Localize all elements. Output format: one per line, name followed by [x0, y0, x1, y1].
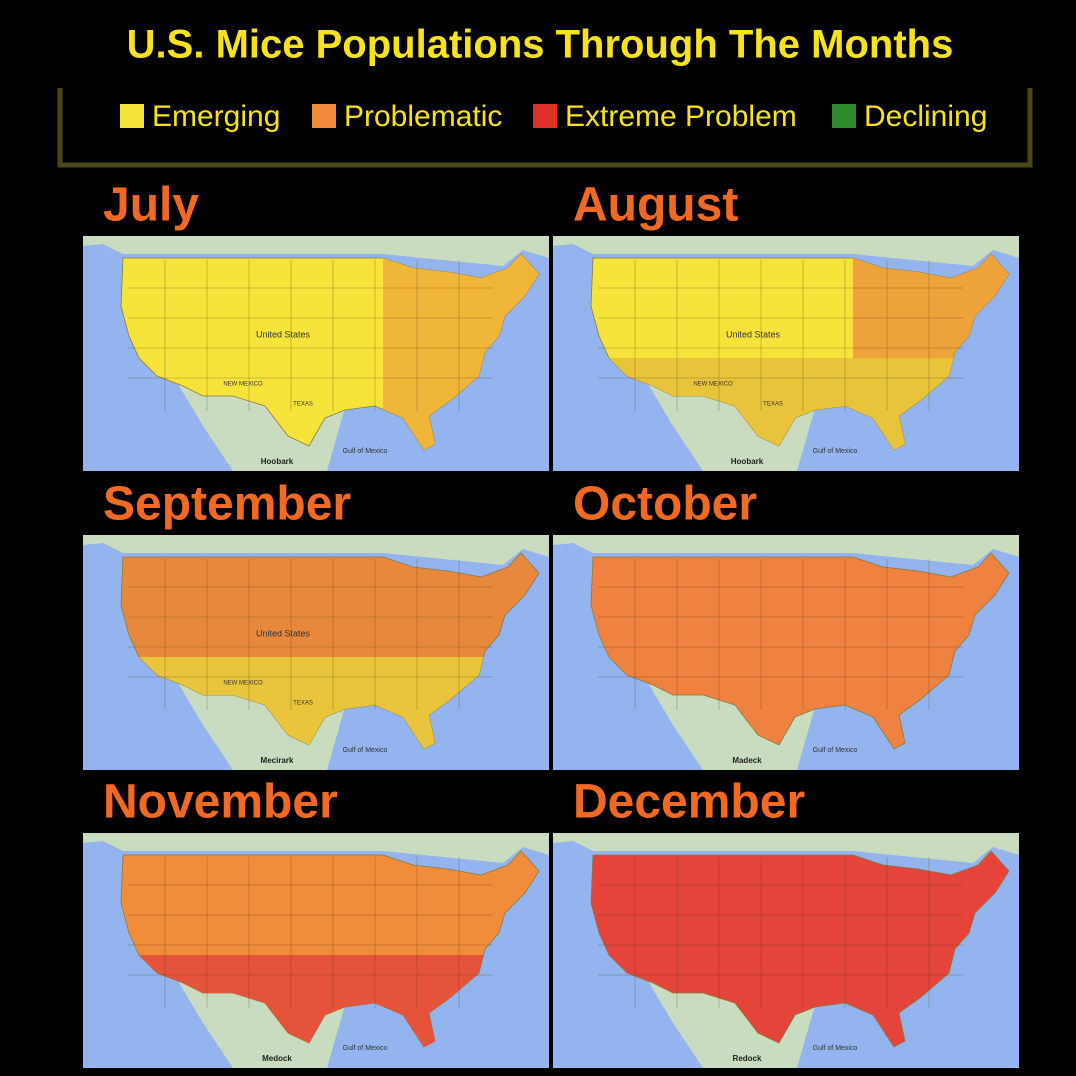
map-label: NEW MEXICO — [693, 382, 733, 388]
map-panel: Gulf of Mexico Madeck — [553, 535, 1019, 770]
map-panel: Gulf of Mexico United States TEXAS NEW MEXI… — [83, 236, 549, 471]
map-caption: Medock — [262, 1054, 292, 1063]
us-base — [590, 850, 1010, 1048]
canada — [83, 833, 549, 863]
map-label: TEXAS — [293, 402, 313, 408]
map-label: Gulf of Mexico — [813, 747, 858, 754]
map-label: NEW MEXICO — [223, 382, 263, 388]
map-label: Gulf of Mexico — [343, 448, 388, 455]
month-label: November — [103, 776, 338, 829]
map-panel: Gulf of Mexico Medock — [83, 833, 549, 1068]
map-label: United States — [256, 628, 311, 638]
map-label: Gulf of Mexico — [813, 448, 858, 455]
legend-frame — [57, 88, 1033, 168]
legend-label: Declining — [864, 100, 987, 133]
month-label: August — [573, 179, 738, 232]
legend-label: Extreme Problem — [565, 100, 797, 133]
month-label: October — [573, 478, 757, 531]
legend-swatch — [120, 104, 144, 128]
month-label: December — [573, 776, 805, 829]
canada — [553, 535, 1019, 565]
map-label: Gulf of Mexico — [813, 1045, 858, 1052]
map-label: United States — [726, 329, 781, 339]
map-panel: Gulf of Mexico Redock — [553, 833, 1019, 1068]
legend-label: Emerging — [152, 100, 280, 133]
map-caption: Hoobark — [261, 457, 294, 466]
us-base — [590, 552, 1010, 750]
map-label: TEXAS — [763, 402, 783, 408]
legend-swatch — [533, 104, 557, 128]
month-label: September — [103, 478, 351, 531]
map-panel: Gulf of Mexico United States TEXAS NEW MEXI… — [83, 535, 549, 770]
canada — [553, 833, 1019, 863]
map-panel: Gulf of Mexico United States TEXAS NEW MEXI… — [553, 236, 1019, 471]
legend-swatch — [312, 104, 336, 128]
map-label: Gulf of Mexico — [343, 1045, 388, 1052]
map-label: TEXAS — [293, 701, 313, 707]
us-south-region — [139, 955, 484, 1047]
map-label: NEW MEXICO — [223, 681, 263, 687]
us-east-region — [383, 254, 539, 450]
month-label: July — [103, 179, 199, 232]
title: U.S. Mice Populations Through The Months — [127, 23, 954, 67]
canada — [553, 236, 1019, 266]
us-south-region — [139, 657, 484, 749]
legend-label: Problematic — [344, 100, 502, 133]
map-label: United States — [256, 329, 311, 339]
map-caption: Madeck — [732, 756, 762, 765]
us-south-region — [609, 358, 954, 450]
canada — [83, 535, 549, 565]
map-caption: Mecirark — [261, 756, 294, 765]
canada — [83, 236, 549, 266]
map-caption: Hoobark — [731, 457, 764, 466]
legend-swatch — [832, 104, 856, 128]
map-label: Gulf of Mexico — [343, 747, 388, 754]
map-caption: Redock — [733, 1054, 762, 1063]
